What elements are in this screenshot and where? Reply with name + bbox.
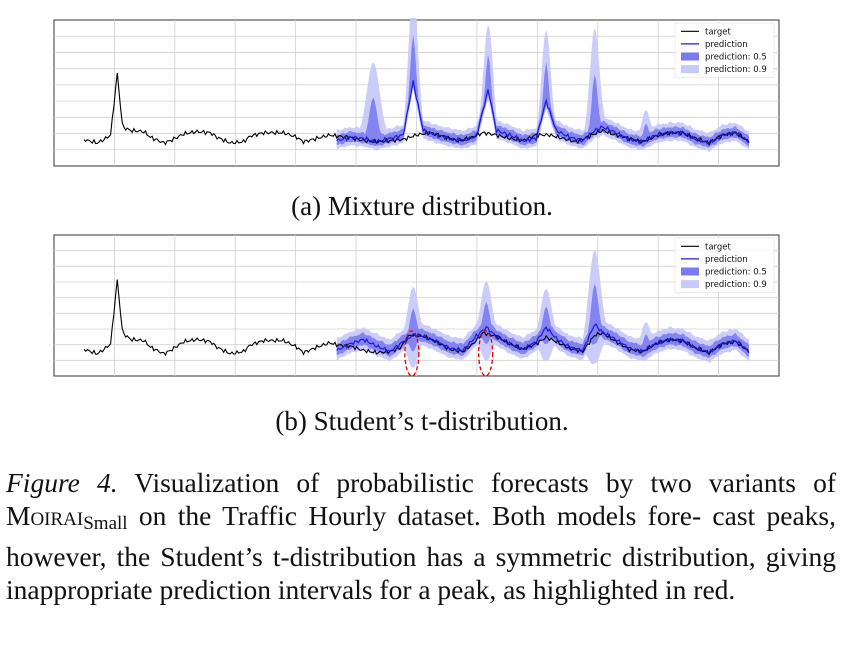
plot-area-a: target prediction prediction: 0.5 predictio… bbox=[53, 18, 780, 167]
figure-label: Figure 4. bbox=[6, 467, 118, 498]
legend-swatch-2 bbox=[681, 52, 699, 61]
legend-b: target prediction prediction: 0.5 predictio… bbox=[674, 237, 775, 293]
figure-caption: Figure 4. Visualization of probabilistic… bbox=[6, 466, 836, 606]
chart-student-t: target prediction prediction: 0.5 predictio… bbox=[52, 233, 781, 378]
legend-label-0: target bbox=[705, 27, 732, 37]
subcaption-b: (b) Student’s t-distribution. bbox=[275, 406, 569, 436]
highlight-ellipse-2 bbox=[478, 330, 494, 377]
legend-swatch-3 bbox=[681, 65, 699, 74]
series-target-a bbox=[83, 72, 750, 146]
series-prediction-a bbox=[336, 80, 750, 145]
legend-label-1: prediction bbox=[705, 40, 748, 50]
band-50-a bbox=[336, 34, 749, 148]
legend-label-1: prediction bbox=[705, 255, 748, 265]
legend-a: target prediction prediction: 0.5 predictio… bbox=[674, 22, 775, 78]
legend-label-2: prediction: 0.5 bbox=[705, 53, 767, 63]
legend-label-0: target bbox=[705, 242, 732, 252]
legend-label-3: prediction: 0.9 bbox=[705, 65, 767, 75]
chart-mixture-plot: target prediction prediction: 0.5 predictio… bbox=[53, 18, 780, 167]
legend-swatch-3 bbox=[681, 280, 699, 289]
model-name: Moirai bbox=[6, 500, 84, 531]
highlight-ellipse-1 bbox=[404, 330, 420, 377]
model-subscript: Small bbox=[83, 513, 128, 534]
band-90-a bbox=[336, 18, 749, 152]
subcaption-a: (a) Mixture distribution. bbox=[291, 191, 553, 221]
legend-swatch-2 bbox=[681, 267, 699, 276]
chart-mixture: target prediction prediction: 0.5 predictio… bbox=[52, 18, 781, 168]
legend-label-2: prediction: 0.5 bbox=[705, 268, 767, 278]
plot-area-b: target prediction prediction: 0.5 predictio… bbox=[53, 234, 780, 377]
band-50-b bbox=[336, 284, 749, 358]
legend-label-3: prediction: 0.9 bbox=[705, 280, 767, 290]
chart-student-t-plot: target prediction prediction: 0.5 predictio… bbox=[53, 234, 780, 377]
figure-text-1: Visualization of probabilistic forecasts… bbox=[117, 467, 836, 498]
figure-text-2: on the Traffic Hourly dataset. Both mode… bbox=[6, 500, 836, 605]
